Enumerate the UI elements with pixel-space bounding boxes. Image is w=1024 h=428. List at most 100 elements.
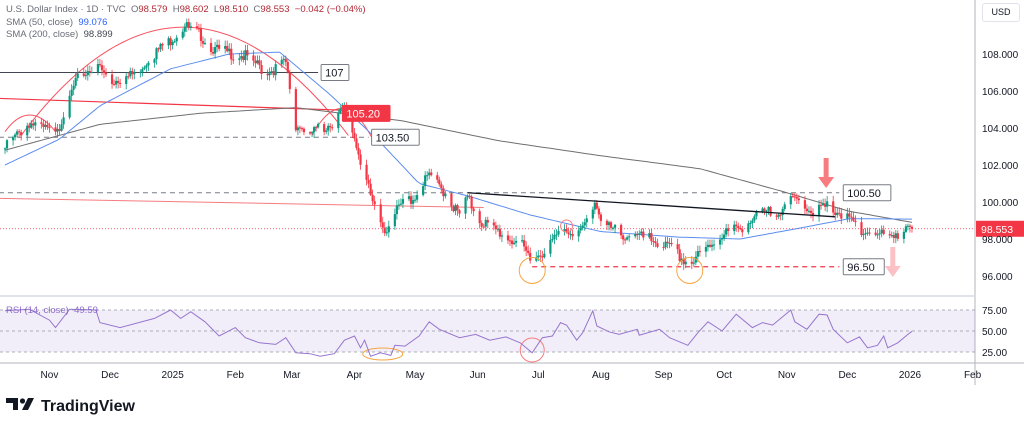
candle <box>613 223 617 234</box>
candle-body <box>395 205 398 215</box>
candle <box>850 211 853 222</box>
candle <box>571 229 574 241</box>
candle-body <box>565 229 568 233</box>
candle <box>498 224 501 240</box>
candle <box>365 159 368 186</box>
candle-body <box>739 227 742 230</box>
candle <box>409 191 413 209</box>
candle-body <box>817 204 821 217</box>
candle-body <box>494 225 497 230</box>
candle <box>428 168 431 180</box>
candle-body <box>274 64 277 76</box>
time-tick-label: Feb <box>964 370 982 381</box>
candle <box>593 199 596 215</box>
candle-body <box>725 228 728 235</box>
candle <box>733 220 736 235</box>
candle-body <box>327 125 330 131</box>
candle <box>456 203 459 216</box>
candle-body <box>14 134 17 138</box>
candle <box>888 230 891 239</box>
candle-body <box>40 122 43 124</box>
candle <box>296 125 299 136</box>
candle <box>181 28 184 40</box>
candle-body <box>357 147 360 155</box>
sma50-legend[interactable]: SMA (50, close) 99.076 <box>6 17 366 30</box>
candle-body <box>282 58 285 60</box>
candle-body <box>100 65 104 71</box>
candle <box>385 226 388 237</box>
left-arc-annotation <box>4 114 56 133</box>
candle <box>634 231 637 239</box>
candle <box>42 119 45 133</box>
candle-body <box>735 224 738 227</box>
candle <box>876 229 879 239</box>
candle <box>119 78 122 88</box>
candle-body <box>712 244 716 246</box>
rsi-legend[interactable]: RSI (14, close) 49.59 <box>6 305 98 316</box>
candle <box>470 194 473 214</box>
candle-body <box>218 44 221 49</box>
candle <box>155 47 158 65</box>
candle-body <box>314 127 318 129</box>
candle <box>704 241 708 258</box>
candle-body <box>141 69 144 72</box>
level-100-50-label-box <box>842 184 892 202</box>
rsi-value: 49.59 <box>74 305 98 316</box>
candle <box>848 207 851 223</box>
candle-body <box>670 242 673 245</box>
candle-body <box>613 224 617 228</box>
candle-body <box>650 233 653 242</box>
candle-body <box>876 234 879 236</box>
candle <box>496 224 499 232</box>
candle-body <box>145 65 148 68</box>
low-circle-annotation <box>518 256 546 284</box>
candle-body <box>379 204 382 223</box>
candle <box>353 128 356 142</box>
time-tick-label: Dec <box>838 370 856 381</box>
candle <box>882 225 885 236</box>
candle-body <box>454 205 457 212</box>
candle-body <box>567 232 570 235</box>
candle <box>890 231 893 238</box>
candle-body <box>676 244 679 250</box>
candle-body <box>246 50 249 56</box>
sma200-legend[interactable]: SMA (200, close) 98.899 <box>6 29 366 42</box>
currency-button[interactable]: USD <box>982 3 1020 22</box>
candle <box>357 143 360 160</box>
candle-body <box>866 232 869 234</box>
candle <box>805 204 809 214</box>
candle-body <box>781 209 784 216</box>
candle <box>450 191 453 212</box>
candle-body <box>896 233 899 239</box>
candle <box>302 127 306 136</box>
sma200-value: 98.899 <box>83 29 113 40</box>
candle <box>369 178 372 196</box>
candle-body <box>119 82 122 84</box>
candle <box>666 236 669 249</box>
candle-body <box>62 117 65 125</box>
candle-body <box>763 208 766 212</box>
low-value: 98.510 <box>219 4 249 15</box>
candle-body <box>147 62 150 66</box>
candle-body <box>500 235 504 237</box>
candle-body <box>496 228 499 230</box>
candle <box>70 84 73 101</box>
candle-body <box>32 123 35 126</box>
tradingview-logo[interactable]: TradingView <box>6 396 135 417</box>
candle-body <box>339 109 342 113</box>
candle <box>399 198 403 206</box>
candle-body <box>84 75 87 77</box>
candle-body <box>741 229 744 233</box>
candle <box>874 228 877 237</box>
candle <box>543 248 546 259</box>
candle <box>525 241 528 256</box>
candle-body <box>268 71 271 76</box>
time-tick-label: Oct <box>716 370 732 381</box>
candle-body <box>70 89 73 96</box>
candle <box>387 220 390 238</box>
candle <box>775 213 778 220</box>
candle-body <box>159 43 162 50</box>
candle <box>199 23 203 47</box>
candle-body <box>664 241 667 248</box>
